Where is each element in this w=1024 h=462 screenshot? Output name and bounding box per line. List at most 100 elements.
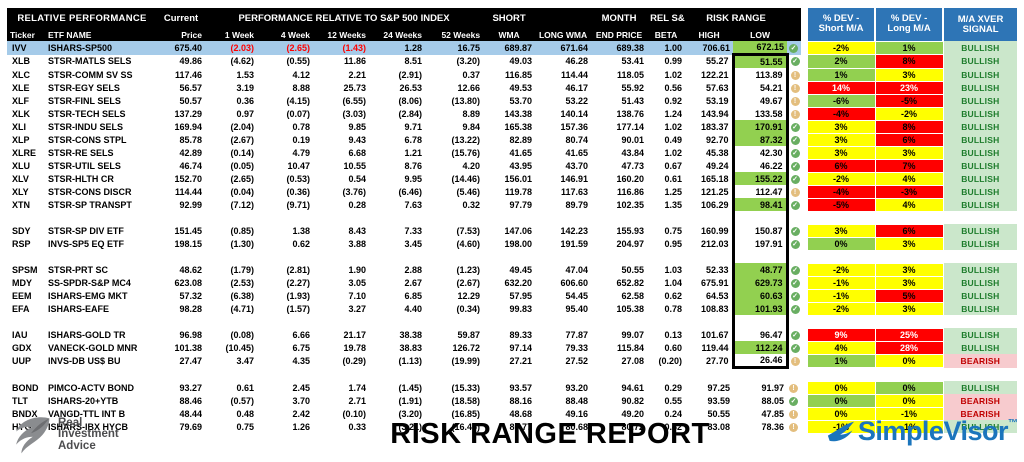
cell-beta: 0.56 [647,81,686,94]
cell-status: ✓ [787,328,802,341]
cell-ma-xver-signal: BULLISH [943,237,1018,250]
cell-12weeks [313,211,370,224]
cell-short-wma: 88.16 [483,394,536,407]
check-circle-icon: ✓ [790,265,800,275]
col-header-xver-signal: M/A XVER SIGNAL [942,8,1018,41]
cell-low: 42.30 [731,146,789,159]
cell-24weeks: 38.83 [369,341,426,354]
cell-etf-name: ISHARS-IBX HYCB [45,420,158,433]
cell-status: ✓ [787,41,802,55]
cell-52weeks: (4.60) [425,237,484,250]
cell-status: ! [787,68,802,81]
cell-1week: (0.14) [205,146,258,159]
xver-line2: SIGNAL [962,23,999,35]
cell-high: 122.21 [685,68,734,81]
cell-month-end-price: 27.08 [591,354,648,368]
cell-1week: (6.38) [205,289,258,302]
table-row: TLT ISHARS-20+YTB 88.46 (0.57) 3.70 2.71 (1.91… [7,393,1018,408]
cell-4week [257,250,314,263]
cell-24weeks: 1.21 [369,146,426,159]
header-row-columns: Ticker ETF NAME Price 1 Week 4 Week 12 W… [7,28,1017,41]
cell-beta [647,367,686,381]
cell-long-wma: 93.20 [535,381,592,394]
cell-short-wma: 49.45 [483,263,536,276]
cell-ma-xver-signal [943,211,1018,224]
cell-24weeks: 8.76 [369,159,426,172]
cell-long-wma [535,367,592,381]
cell-etf-name: SS-SPDR-S&P MC4 [45,276,158,289]
cell-status: ✓ [787,394,802,407]
cell-low: 46.22 [731,159,789,172]
col-header-low: LOW [733,28,788,41]
cell-12weeks: 0.28 [313,198,370,211]
separator-row [7,250,1018,263]
cell-short-wma: 82.89 [483,133,536,146]
cell-52weeks: (15.33) [425,381,484,394]
cell-dev-short-ma: -5% [806,197,876,212]
cell-24weeks: 7.63 [369,198,426,211]
cell-dev-long-ma: 0% [874,393,944,408]
cell-month-end-price: 53.41 [591,54,648,68]
cell-4week: 0.19 [257,133,314,146]
cell-status: ✓ [787,54,802,68]
cell-4week: 1.38 [257,224,314,237]
cell-ma-xver-signal [943,250,1018,263]
cell-ticker: XTN [7,198,45,211]
cell-high: 165.18 [685,172,734,185]
cell-etf-name: VANECK-GOLD MNR [45,341,158,354]
cell-beta: 0.62 [647,289,686,302]
cell-24weeks: (3.20) [369,407,426,420]
cell-1week: (10.45) [205,341,258,354]
cell-month-end-price: 115.84 [591,341,648,354]
cell-24weeks: (2.84) [369,107,426,120]
cell-high: 53.19 [685,94,734,107]
cell-dev-short-ma: 9% [806,327,876,342]
cell-price: 114.44 [157,185,206,198]
cell-1week: 3.19 [205,81,258,94]
cell-status: ! [787,107,802,120]
cell-month-end-price: 90.01 [591,133,648,146]
cell-12weeks: (3.03) [313,107,370,120]
cell-24weeks: 1.28 [369,41,426,55]
table-row: XLC STSR-COMM SV SS 117.46 1.53 4.12 2.21 (2.9… [7,67,1018,82]
cell-low: 26.46 [731,354,789,369]
table-row: XLF STSR-FINL SELS 50.57 0.36 (4.15) (6.55) (8… [7,93,1018,108]
cell-long-wma: 671.64 [535,41,592,55]
cell-month-end-price: 62.58 [591,289,648,302]
cell-beta: 0.49 [647,133,686,146]
cell-high: 143.94 [685,107,734,120]
cell-4week: 0.62 [257,237,314,250]
column-gap [801,54,808,68]
cell-12weeks: 2.71 [313,394,370,407]
cell-24weeks: 2.67 [369,276,426,289]
cell-dev-short-ma: -1% [806,275,876,290]
cell-ticker: XLF [7,94,45,107]
cell-dev-long-ma [875,250,944,263]
cell-52weeks: (18.58) [425,394,484,407]
cell-low: 78.36 [733,420,788,433]
cell-1week [205,250,258,263]
separator-row [7,211,1018,224]
cell-month-end-price: 43.84 [591,146,648,159]
cell-low: 170.91 [731,120,789,133]
cell-month-end-price: 177.14 [591,120,648,133]
cell-52weeks: 126.72 [425,341,484,354]
column-gap [801,302,808,315]
cell-24weeks: 26.53 [369,81,426,94]
cell-52weeks: (13.80) [425,94,484,107]
cell-ticker [7,250,45,263]
cell-4week: 2.45 [257,381,314,394]
cell-1week: 1.53 [205,68,258,81]
cell-1week: 0.61 [205,381,258,394]
cell-beta: 0.95 [647,237,686,250]
cell-month-end-price [591,211,648,224]
cell-ticker [7,367,45,381]
cell-dev-short-ma: -1% [806,288,876,303]
cell-ma-xver-signal: BEARISH [943,407,1018,420]
check-circle-icon: ✓ [790,278,800,288]
cell-1week: (2.65) [205,172,258,185]
cell-price [157,315,206,328]
cell-52weeks: (1.23) [425,263,484,276]
cell-1week: 0.97 [205,107,258,120]
cell-low: 150.87 [731,224,789,237]
